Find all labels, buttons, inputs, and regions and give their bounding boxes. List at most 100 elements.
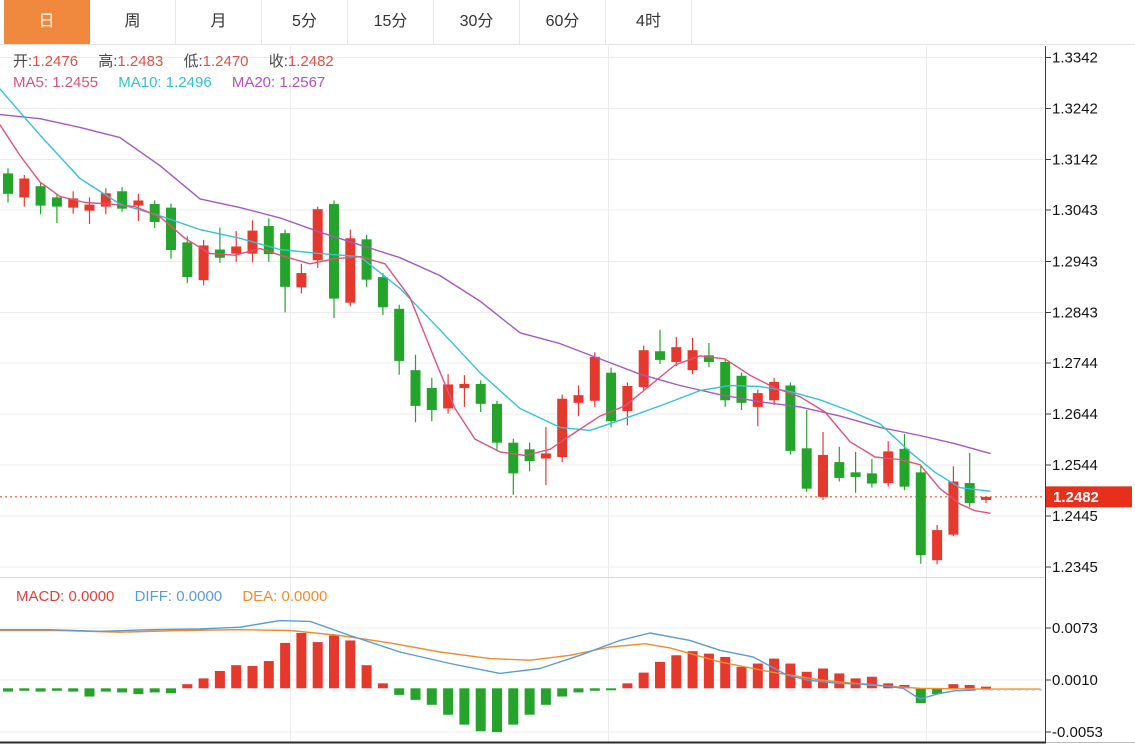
macd-histogram-bar bbox=[475, 688, 486, 732]
axis-label: 1.2544 bbox=[1052, 457, 1098, 474]
timeframe-tab-0[interactable]: 日 bbox=[4, 0, 90, 44]
candle-body bbox=[606, 372, 617, 422]
ma-legend: MA5: 1.2455 MA10: 1.2496 MA20: 1.2567 bbox=[13, 74, 341, 91]
macd-histogram-bar bbox=[345, 640, 356, 689]
macd-histogram-bar bbox=[769, 658, 780, 689]
macd-histogram-bar bbox=[557, 688, 568, 697]
timeframe-tab-2[interactable]: 月 bbox=[176, 0, 262, 44]
macd-histogram-bar bbox=[426, 688, 437, 705]
macd-histogram-bar bbox=[263, 661, 274, 689]
candle-body bbox=[638, 350, 649, 387]
candle-body bbox=[410, 370, 421, 406]
candle-body bbox=[51, 197, 62, 207]
diff-line bbox=[0, 619, 976, 700]
current-price-badge bbox=[1046, 486, 1132, 508]
candle-body bbox=[818, 454, 828, 497]
candle-body bbox=[981, 496, 991, 500]
macd-histogram-bar bbox=[948, 684, 959, 689]
macd-histogram-bar bbox=[247, 666, 258, 689]
macd-histogram-bar bbox=[540, 688, 551, 705]
candle-body bbox=[117, 191, 128, 209]
candle-body bbox=[231, 246, 242, 254]
candle-body bbox=[589, 356, 600, 401]
macd-histogram-bar bbox=[377, 683, 388, 689]
timeframe-tab-3[interactable]: 5分 bbox=[262, 0, 348, 44]
open-readout: 开:1.2476 bbox=[13, 53, 79, 70]
candle-body bbox=[296, 273, 307, 288]
macd-histogram-bar bbox=[443, 688, 454, 715]
candle-body bbox=[35, 186, 46, 206]
dea-line bbox=[0, 629, 1041, 690]
macd-histogram-bar bbox=[68, 688, 79, 692]
axis-label: 1.2644 bbox=[1052, 406, 1098, 423]
macd-histogram-bar bbox=[915, 688, 926, 704]
macd-histogram-bar bbox=[638, 672, 649, 689]
ma10-readout: MA10: 1.2496 bbox=[118, 74, 212, 91]
macd-histogram-bar bbox=[703, 653, 714, 689]
macd-histogram-bar bbox=[752, 663, 763, 689]
candle-body bbox=[149, 204, 160, 222]
candle-body bbox=[703, 355, 714, 362]
macd-histogram-bar bbox=[834, 673, 845, 689]
candle-body bbox=[345, 238, 356, 303]
candle-body bbox=[866, 473, 877, 484]
axis-label: -0.0053 bbox=[1052, 724, 1103, 741]
candle-body bbox=[801, 448, 812, 489]
candle-body bbox=[932, 530, 943, 561]
macd-histogram-bar bbox=[182, 684, 193, 689]
candle-body bbox=[508, 442, 519, 474]
candle-body bbox=[312, 209, 323, 261]
macd-histogram-bar bbox=[687, 651, 698, 689]
macd-histogram-bar bbox=[35, 688, 46, 692]
candle-body bbox=[492, 403, 502, 443]
timeframe-tab-5[interactable]: 30分 bbox=[434, 0, 520, 44]
candle-body bbox=[671, 347, 682, 362]
macd-histogram-bar bbox=[117, 688, 128, 693]
macd-histogram-bar bbox=[214, 670, 225, 689]
macd-histogram-bar bbox=[508, 688, 519, 725]
candle-body bbox=[785, 385, 796, 451]
macd-histogram-bar bbox=[231, 665, 242, 689]
macd-histogram-bar bbox=[622, 683, 633, 689]
macd-histogram-bar bbox=[459, 688, 470, 725]
timeframe-tab-4[interactable]: 15分 bbox=[348, 0, 434, 44]
current-price-badge-text: 1.2482 bbox=[1053, 489, 1099, 506]
axis-label: 1.2943 bbox=[1052, 253, 1098, 270]
macd-histogram-bar bbox=[361, 665, 372, 689]
candle-body bbox=[133, 200, 144, 206]
candle-body bbox=[834, 462, 845, 478]
candle-body bbox=[377, 277, 388, 308]
candle-body bbox=[899, 448, 910, 487]
axis-label: 1.3242 bbox=[1052, 101, 1098, 118]
candle-body bbox=[850, 472, 861, 477]
candle-body bbox=[475, 383, 486, 404]
candle-body bbox=[68, 198, 79, 208]
axis-label: 0.0010 bbox=[1052, 672, 1098, 689]
ohlc-legend: 开:1.2476 高:1.2483 低:1.2470 收:1.2482 bbox=[13, 50, 350, 71]
candle-body bbox=[736, 375, 747, 403]
timeframe-tab-6[interactable]: 60分 bbox=[520, 0, 606, 44]
candle-body bbox=[655, 351, 665, 360]
macd-histogram-bar bbox=[329, 635, 339, 689]
candle-body bbox=[915, 472, 926, 556]
candle-body bbox=[182, 242, 193, 278]
low-readout: 低:1.2470 bbox=[183, 53, 249, 70]
candle-body bbox=[426, 388, 437, 410]
macd-histogram-bar bbox=[410, 688, 421, 700]
macd-histogram-bar bbox=[606, 688, 617, 691]
timeframe-tab-7[interactable]: 4时 bbox=[606, 0, 692, 44]
macd-readout: MACD: 0.0000 bbox=[16, 588, 115, 605]
candle-body bbox=[948, 481, 959, 535]
macd-histogram-bar bbox=[100, 688, 111, 692]
timeframe-tab-1[interactable]: 周 bbox=[90, 0, 176, 44]
candle-body bbox=[329, 204, 339, 299]
ma10-line bbox=[0, 88, 991, 492]
candle-body bbox=[166, 207, 176, 251]
macd-histogram-bar bbox=[280, 642, 291, 689]
axis-label: 1.2345 bbox=[1052, 559, 1098, 576]
candle-body bbox=[540, 453, 551, 459]
macd-histogram-bar bbox=[655, 661, 665, 689]
candle-body bbox=[752, 393, 763, 407]
